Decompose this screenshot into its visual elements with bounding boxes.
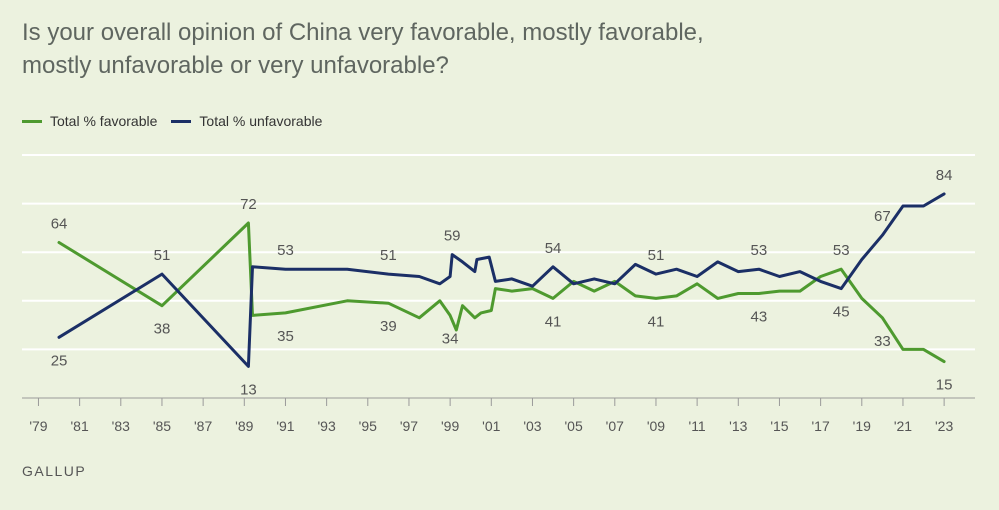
- data-label: 13: [240, 381, 257, 398]
- x-tick-label: '91: [276, 418, 294, 434]
- source-label: GALLUP: [22, 463, 87, 479]
- data-label: 51: [154, 247, 171, 264]
- x-tick-label: '15: [770, 418, 788, 434]
- data-label: 67: [874, 208, 891, 225]
- legend: Total % favorable Total % unfavorable: [22, 113, 336, 129]
- chart-title: Is your overall opinion of China very fa…: [22, 16, 922, 82]
- x-tick-label: '95: [359, 418, 377, 434]
- data-label: 53: [277, 242, 294, 259]
- legend-item-favorable: Total % favorable: [22, 113, 157, 129]
- data-label: 51: [380, 247, 397, 264]
- x-tick-label: '87: [194, 418, 212, 434]
- x-tick-label: '79: [29, 418, 47, 434]
- data-label: 59: [444, 228, 461, 245]
- data-label: 41: [545, 313, 562, 330]
- x-tick-label: '83: [112, 418, 130, 434]
- x-tick-label: '09: [647, 418, 665, 434]
- x-tick-label: '99: [441, 418, 459, 434]
- x-tick-label: '89: [235, 418, 253, 434]
- data-label: 54: [545, 240, 562, 257]
- data-label: 72: [240, 196, 257, 213]
- x-tick-label: '21: [894, 418, 912, 434]
- x-tick-label: '07: [606, 418, 624, 434]
- x-tick-label: '93: [318, 418, 336, 434]
- data-label: 38: [154, 321, 171, 338]
- legend-swatch-unfavorable: [171, 119, 192, 123]
- data-label: 33: [874, 333, 891, 350]
- x-tick-label: '17: [812, 418, 830, 434]
- x-tick-label: '85: [153, 418, 171, 434]
- data-label: 43: [751, 309, 768, 326]
- series-line-unfavorable: [57, 192, 946, 368]
- data-label: 64: [51, 215, 68, 232]
- legend-item-unfavorable: Total % unfavorable: [171, 113, 322, 129]
- x-tick-label: '23: [935, 418, 953, 434]
- legend-swatch-favorable: [22, 119, 42, 123]
- data-label: 41: [648, 313, 665, 330]
- x-tick-label: '97: [400, 418, 418, 434]
- x-tick-label: '01: [482, 418, 500, 434]
- data-label: 39: [380, 318, 397, 335]
- data-label: 53: [751, 242, 768, 259]
- data-label: 53: [833, 242, 850, 259]
- legend-label-unfavorable: Total % unfavorable: [199, 113, 323, 129]
- data-label: 84: [936, 167, 953, 184]
- data-label: 45: [833, 304, 850, 321]
- data-label: 15: [936, 377, 953, 394]
- x-tick-label: '19: [853, 418, 871, 434]
- series-line-favorable: [57, 221, 946, 364]
- x-tick-label: '13: [729, 418, 747, 434]
- data-label: 34: [442, 330, 459, 347]
- chart-title-line-1: Is your overall opinion of China very fa…: [22, 19, 704, 46]
- chart-title-line-2: mostly unfavorable or very unfavorable?: [22, 52, 449, 79]
- data-label: 51: [648, 247, 665, 264]
- x-tick-label: '11: [689, 418, 706, 434]
- x-tick-label: '03: [523, 418, 541, 434]
- data-label: 25: [51, 352, 68, 369]
- legend-label-favorable: Total % favorable: [50, 113, 158, 129]
- x-tick-label: '05: [565, 418, 583, 434]
- x-tick-label: '81: [71, 418, 89, 434]
- data-label: 35: [277, 328, 294, 345]
